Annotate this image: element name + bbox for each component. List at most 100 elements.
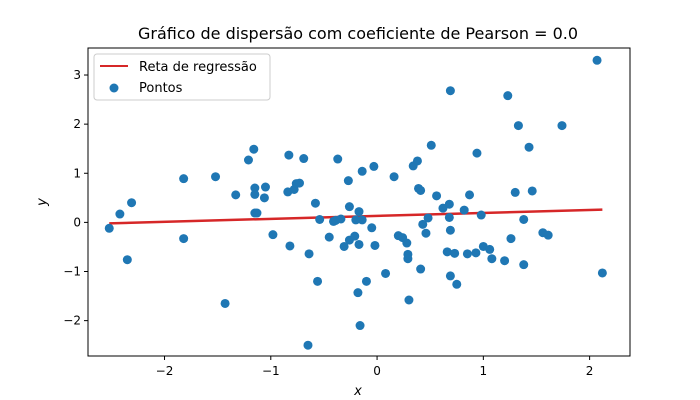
scatter-point bbox=[510, 187, 520, 197]
scatter-point bbox=[445, 225, 455, 235]
scatter-point bbox=[519, 214, 529, 224]
scatter-point bbox=[259, 193, 269, 203]
scatter-point bbox=[361, 276, 371, 286]
scatter-point bbox=[403, 254, 413, 264]
scatter-point bbox=[412, 156, 422, 166]
scatter-point bbox=[315, 214, 325, 224]
scatter-point bbox=[452, 279, 462, 289]
scatter-point bbox=[249, 144, 259, 154]
scatter-point bbox=[459, 205, 469, 215]
scatter-point bbox=[543, 230, 553, 240]
x-tick-label: 1 bbox=[480, 364, 488, 378]
scatter-point bbox=[450, 248, 460, 258]
scatter-point bbox=[476, 210, 486, 220]
scatter-point bbox=[250, 189, 260, 199]
scatter-point bbox=[354, 239, 364, 249]
scatter-point bbox=[442, 247, 452, 257]
plot-marks bbox=[104, 55, 607, 350]
x-tick-label: 0 bbox=[373, 364, 381, 378]
y-tick-label: −1 bbox=[63, 265, 81, 279]
scatter-point bbox=[462, 249, 472, 259]
scatter-point bbox=[503, 91, 513, 101]
scatter-point bbox=[432, 191, 442, 201]
scatter-point bbox=[353, 288, 363, 298]
scatter-point bbox=[122, 255, 132, 265]
scatter-point bbox=[354, 207, 364, 217]
scatter-point bbox=[220, 298, 230, 308]
y-axis-label: y bbox=[35, 198, 50, 207]
scatter-point bbox=[369, 161, 379, 171]
scatter-point bbox=[333, 154, 343, 164]
scatter-point bbox=[421, 228, 431, 238]
scatter-point bbox=[339, 241, 349, 251]
chart-title: Gráfico de dispersão com coeficiente de … bbox=[138, 24, 578, 43]
scatter-point bbox=[284, 150, 294, 160]
legend-label-points: Pontos bbox=[139, 81, 183, 96]
scatter-point bbox=[260, 182, 270, 192]
scatter-point bbox=[416, 264, 426, 274]
scatter-point bbox=[211, 172, 221, 182]
scatter-point bbox=[370, 240, 380, 250]
x-tick-label: −2 bbox=[156, 364, 174, 378]
scatter-point bbox=[299, 154, 309, 164]
scatter-point bbox=[179, 174, 189, 184]
scatter-point bbox=[506, 234, 516, 244]
scatter-point bbox=[313, 276, 323, 286]
scatter-point bbox=[524, 142, 534, 152]
scatter-point bbox=[519, 260, 529, 270]
scatter-point bbox=[250, 183, 260, 193]
scatter-point bbox=[597, 268, 607, 278]
scatter-point bbox=[294, 178, 304, 188]
scatter-point bbox=[357, 215, 367, 225]
y-tick-label: −2 bbox=[63, 314, 81, 328]
scatter-point bbox=[513, 121, 523, 131]
scatter-point bbox=[487, 254, 497, 264]
y-tick-label: 2 bbox=[73, 117, 81, 131]
scatter-point bbox=[426, 140, 436, 150]
scatter-point bbox=[444, 212, 454, 222]
scatter-point bbox=[351, 215, 361, 225]
scatter-point bbox=[115, 209, 125, 219]
scatter-point bbox=[485, 244, 495, 254]
legend: Reta de regressão Pontos bbox=[93, 53, 271, 101]
scatter-point bbox=[527, 186, 537, 196]
scatter-point bbox=[592, 55, 602, 65]
scatter-point bbox=[179, 234, 189, 244]
scatter-point bbox=[367, 223, 377, 233]
y-axis-ticks: −2 −1 0 1 2 3 bbox=[63, 68, 88, 328]
scatter-point bbox=[268, 230, 278, 240]
scatter-point bbox=[252, 208, 262, 218]
x-axis-label: x bbox=[353, 384, 362, 399]
y-tick-label: 1 bbox=[73, 166, 81, 180]
scatter-point bbox=[104, 223, 114, 233]
scatter-point bbox=[336, 214, 346, 224]
scatter-point bbox=[343, 176, 353, 186]
scatter-point bbox=[304, 249, 314, 259]
scatter-point bbox=[357, 166, 367, 176]
scatter-point bbox=[127, 198, 137, 208]
scatter-point bbox=[423, 213, 433, 223]
x-tick-label: −1 bbox=[262, 364, 280, 378]
scatter-point bbox=[445, 86, 455, 96]
scatter-point bbox=[285, 241, 295, 251]
scatter-point bbox=[381, 268, 391, 278]
scatter-point bbox=[243, 155, 253, 165]
scatter-point bbox=[472, 148, 482, 158]
scatter-point bbox=[389, 172, 399, 182]
scatter-point bbox=[404, 295, 414, 305]
scatter-point bbox=[500, 256, 510, 266]
scatter-point bbox=[445, 271, 455, 281]
legend-label-regression: Reta de regressão bbox=[139, 60, 257, 75]
scatter-point bbox=[418, 219, 428, 229]
scatter-point bbox=[344, 202, 354, 212]
y-tick-label: 0 bbox=[73, 215, 81, 229]
scatter-point bbox=[350, 231, 360, 241]
scatter-point bbox=[465, 190, 475, 200]
scatter-point bbox=[355, 321, 365, 331]
scatter-point bbox=[402, 238, 412, 248]
scatter-point bbox=[324, 232, 334, 242]
scatter-point bbox=[557, 121, 567, 131]
scatter-point bbox=[310, 198, 320, 208]
legend-marker-swatch bbox=[109, 83, 119, 93]
